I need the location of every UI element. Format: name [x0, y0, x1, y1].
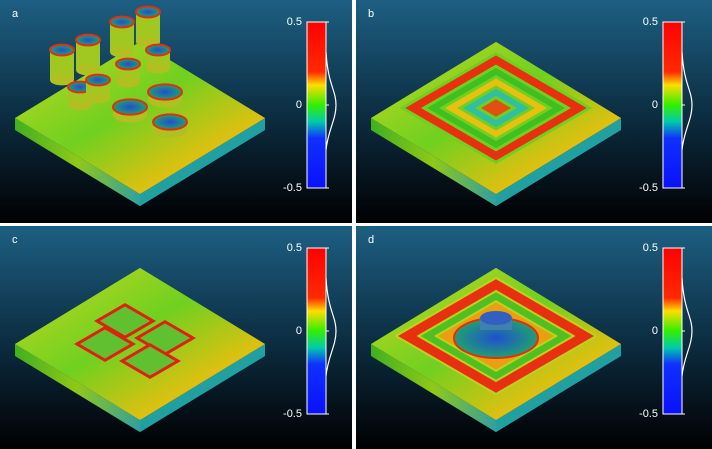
- cylinder-base: [86, 92, 110, 104]
- panel-label: d: [368, 234, 374, 246]
- distribution-curve: [325, 51, 337, 151]
- colorbar-tick-label: 0.5: [643, 242, 658, 254]
- cylinder-base: [50, 74, 74, 86]
- colorbar-tick-label: 0: [296, 99, 302, 111]
- distribution-curve: [681, 51, 693, 151]
- cylinder-top: [115, 57, 141, 71]
- panel-label: a: [12, 8, 19, 20]
- colorbar: [306, 247, 327, 415]
- cylinder-top: [85, 73, 111, 87]
- platform-side: [496, 118, 621, 207]
- cylinder-top: [147, 83, 183, 101]
- distribution-curve: [681, 277, 693, 377]
- colorbar-tick-label: -0.5: [283, 408, 302, 420]
- panel-label: b: [368, 8, 374, 20]
- colorbar-tick-label: 0.5: [287, 242, 302, 254]
- cylinder-top: [75, 33, 101, 47]
- platform-side: [15, 118, 140, 207]
- cylinder-top: [109, 15, 135, 29]
- colorbar-tick-label: 0.5: [287, 16, 302, 28]
- platform-side: [140, 118, 265, 207]
- platform-side: [371, 118, 496, 207]
- step: [475, 95, 517, 121]
- recess: [119, 343, 181, 379]
- cylinder-top: [135, 5, 161, 19]
- panel-label: c: [12, 234, 18, 246]
- platform-side: [15, 344, 140, 433]
- colorbar-tick-label: -0.5: [639, 408, 658, 420]
- cylinder-base: [110, 46, 134, 58]
- panel: d 0.5 0 -0.5: [356, 226, 712, 449]
- recess: [94, 303, 156, 339]
- colorbar: [662, 21, 683, 189]
- colorbar: [662, 247, 683, 415]
- boss-top: [480, 311, 512, 325]
- panel: c 0.5 0 -0.5: [0, 226, 352, 449]
- cylinder-base: [116, 76, 140, 88]
- recess: [74, 326, 136, 362]
- colorbar-tick-label: 0: [652, 325, 658, 337]
- platform-top: [15, 267, 265, 421]
- colorbar: [306, 21, 327, 189]
- panel: a 0.5 0 -0.5: [0, 0, 352, 223]
- cylinder-top: [49, 43, 75, 57]
- colorbar-tick-label: -0.5: [639, 182, 658, 194]
- cylinder-top: [145, 43, 171, 57]
- cylinder-top: [152, 113, 188, 131]
- panel: b 0.5 0 -0.5: [356, 0, 712, 223]
- platform-side: [496, 344, 621, 433]
- cylinder-top: [112, 98, 148, 116]
- colorbar-tick-label: -0.5: [283, 182, 302, 194]
- platform-side: [371, 344, 496, 433]
- platform-side: [140, 344, 265, 433]
- cylinder-base: [146, 62, 170, 74]
- colorbar-tick-label: 0.5: [643, 16, 658, 28]
- colorbar-tick-label: 0: [296, 325, 302, 337]
- cylinder-base: [68, 99, 92, 111]
- colorbar-tick-label: 0: [652, 99, 658, 111]
- distribution-curve: [325, 277, 337, 377]
- cylinder-base: [76, 64, 100, 76]
